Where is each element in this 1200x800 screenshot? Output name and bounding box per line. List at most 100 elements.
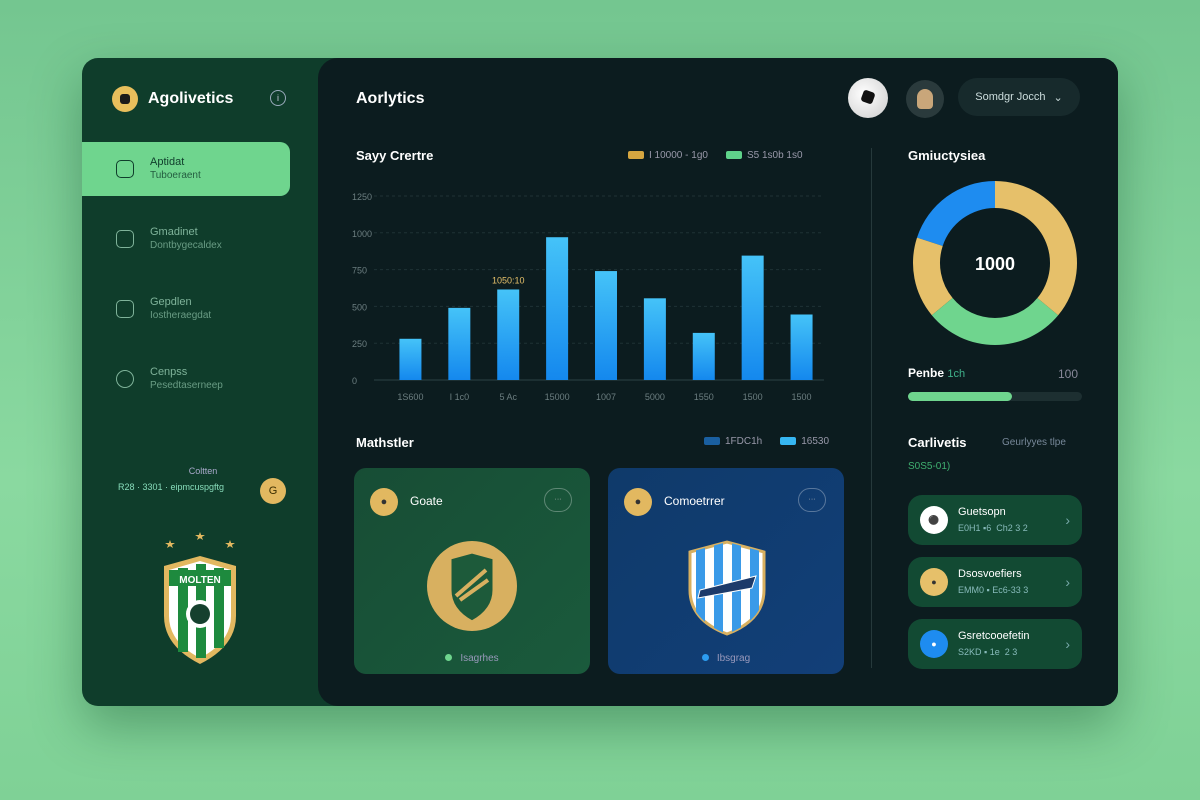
bar[interactable] <box>448 307 471 380</box>
avatar[interactable] <box>906 80 944 118</box>
item-meta: E0H1 ▪6 Ch2 3 2 <box>958 523 1028 533</box>
soccer-ball-icon: ⚫ <box>920 506 948 534</box>
legend-swatch <box>704 437 720 446</box>
nav-label: Cenpss <box>150 366 188 378</box>
nav-sub: Tuboeraent <box>150 170 201 181</box>
footer-title: Coltten <box>188 466 218 476</box>
chevron-right-icon: › <box>1065 512 1070 528</box>
team-badge-icon: ● <box>624 488 652 516</box>
sidebar-item-1[interactable]: Gmadinet Dontbygecaldex <box>82 212 290 266</box>
x-tick-label: 1500 <box>743 392 763 402</box>
nav-sub: Pesedtaserneep <box>150 380 223 391</box>
nav-sub: Dontbygecaldex <box>150 240 222 251</box>
crest-text: MOLTEN <box>179 575 220 586</box>
app-name: Agolivetics <box>148 90 234 107</box>
x-tick-label: 1550 <box>694 392 714 402</box>
donut-segment[interactable] <box>995 181 1077 316</box>
legend-swatch <box>725 151 742 160</box>
donut-segment[interactable] <box>913 237 953 316</box>
legend-item: 16530 <box>780 436 829 447</box>
item-meta: EMM0 ▪ Ec6-33 3 <box>958 585 1029 595</box>
progress-sub: 1ch <box>947 368 966 380</box>
list-item-0[interactable]: ⚫ Guetsopn E0H1 ▪6 Ch2 3 2 › <box>908 495 1082 545</box>
nav-label: Aptidat <box>150 156 185 168</box>
page-title: Aorlytics <box>356 90 425 107</box>
nav-label: Gepdlen <box>150 296 192 308</box>
bar[interactable] <box>399 338 422 380</box>
more-button[interactable]: ··· <box>798 488 826 512</box>
bar[interactable] <box>643 298 666 380</box>
nav-label: Gmadinet <box>150 226 198 238</box>
donut-segment[interactable] <box>917 181 995 247</box>
user-menu-button[interactable]: Somdgr Jocch ⌄ <box>958 78 1080 116</box>
team-card-1[interactable]: ● Comoetrrer ··· Ibsgrag <box>608 468 844 674</box>
app-window: Agolivetics i Aptidat Tuboeraent Gmadinet… <box>82 58 1118 706</box>
sidebar: Agolivetics i Aptidat Tuboeraent Gmadinet… <box>82 58 322 706</box>
sidebar-footer: Coltten R28 · 3301 · eipmcuspgftg <box>118 466 288 492</box>
activity-subtitle: Geurlyyes tlpe <box>1002 437 1066 448</box>
progress-max: 100 <box>1058 367 1079 381</box>
brand[interactable]: Agolivetics <box>112 86 233 112</box>
sales-bar-chart: 0 250 500 750 1000 1250 1S600 I 1c0 5 Ac 1050:10 1… <box>352 192 824 402</box>
nav-sub: Iostheraegdat <box>150 310 212 321</box>
item-name: Gsretcooefetin <box>958 630 1030 642</box>
sidebar-item-2[interactable]: Gepdlen Iostheraegdat <box>82 282 290 336</box>
bar[interactable] <box>692 332 715 380</box>
item-name: Guetsopn <box>958 506 1006 518</box>
soccer-ball-icon[interactable] <box>848 78 888 118</box>
sidebar-item-0[interactable]: Aptidat Tuboeraent <box>82 142 290 196</box>
sidebar-item-3[interactable]: Cenpss Pesedtaserneep <box>82 352 290 406</box>
legend-item: I 10000 - 1g0 <box>628 150 708 161</box>
ball-icon <box>116 370 134 388</box>
team-name: Goate <box>410 494 443 508</box>
legend-label: I 10000 - 1g0 <box>649 150 708 161</box>
list-item-2[interactable]: ● Gsretcooefetin S2KD ▪ 1e 2 3 › <box>908 619 1082 669</box>
progress-label: Penbe 1ch <box>908 366 965 380</box>
bar[interactable] <box>497 289 520 380</box>
x-tick-label: 1S600 <box>397 392 423 402</box>
legend-label: 1FDC1h <box>725 436 763 447</box>
footer-button[interactable]: G <box>260 478 286 504</box>
activity-code: S0S5-01) <box>908 461 951 472</box>
user-label: Somdgr Jocch <box>975 91 1046 103</box>
status-dot <box>701 654 709 661</box>
list-item-1[interactable]: ● Dsosvoefiers EMM0 ▪ Ec6-33 3 › <box>908 557 1082 607</box>
bar[interactable] <box>546 237 569 380</box>
activity-title: Carlivetis <box>908 435 967 450</box>
legend-swatch <box>780 437 797 446</box>
donut-segment[interactable] <box>931 298 1059 345</box>
x-tick-label: 1500 <box>792 392 812 402</box>
legend-label: S5 1s0b 1s0 <box>746 150 803 161</box>
bar[interactable] <box>595 271 617 380</box>
progress-bar <box>908 392 1082 401</box>
legend-item: S5 1s0b 1s0 <box>725 150 803 161</box>
status-dot <box>445 654 453 661</box>
divider <box>871 148 872 668</box>
chevron-right-icon: › <box>1065 574 1070 590</box>
team-crest-blue <box>688 540 766 636</box>
x-tick-label: 5 Ac <box>499 392 517 402</box>
bar[interactable] <box>790 314 813 380</box>
y-tick-label: 500 <box>352 302 367 312</box>
sidebar-nav: Aptidat Tuboeraent Gmadinet Dontbygecaldex… <box>82 142 290 422</box>
composition-donut-chart: 1000 <box>913 181 1077 345</box>
sales-chart-title: Sayy Crertre <box>356 148 434 163</box>
item-meta: S2KD ▪ 1e 2 3 <box>958 647 1018 657</box>
team-card-0[interactable]: ● Goate ··· Isagrhes <box>354 468 590 674</box>
bar-annotation: 1050:10 <box>492 275 525 285</box>
y-tick-label: 1250 <box>352 192 372 202</box>
more-button[interactable]: ··· <box>544 488 572 512</box>
info-icon[interactable]: i <box>270 90 286 106</box>
legend-swatch <box>628 151 644 160</box>
status-label: Ibsgrag <box>716 653 751 664</box>
bar[interactable] <box>741 255 764 380</box>
blue-badge-icon: ● <box>920 630 948 658</box>
check-icon <box>116 300 134 318</box>
donut-center-value: 1000 <box>975 254 1015 274</box>
y-tick-label: 250 <box>352 339 367 349</box>
team-status: Isagrhes <box>354 653 590 664</box>
footer-text: R28 · 3301 · eipmcuspgftg <box>118 482 225 492</box>
chevron-down-icon: ⌄ <box>1053 91 1063 104</box>
logo-icon <box>112 86 138 112</box>
team-crest-green <box>427 541 517 631</box>
